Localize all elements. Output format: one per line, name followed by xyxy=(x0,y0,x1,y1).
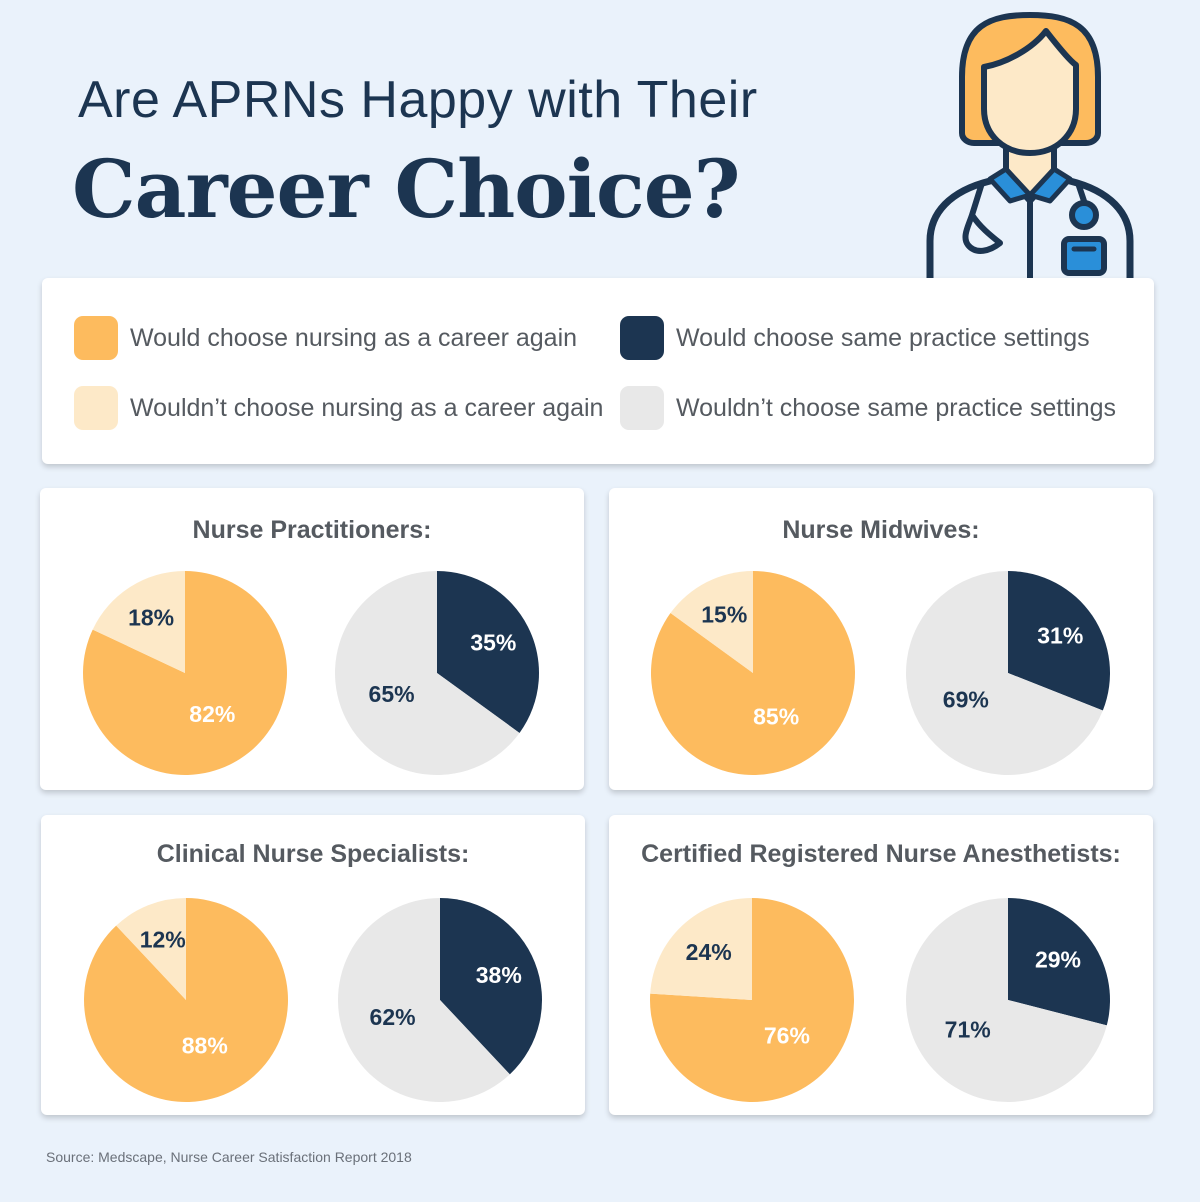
legend-swatch xyxy=(74,386,118,430)
pie-chart-practice-settings: 29% 71% xyxy=(906,898,1110,1102)
chart-card-clinical-nurse-specialists: Clinical Nurse Specialists: 88% 12% 38% 62… xyxy=(41,815,585,1115)
legend-label: Would choose nursing as a career again xyxy=(130,323,578,352)
nurse-with-stethoscope-icon xyxy=(926,11,1134,281)
pie-slice-wouldnt-nursing xyxy=(92,571,185,673)
pie-data-label: 38% xyxy=(476,962,522,988)
legend-swatch xyxy=(620,386,664,430)
legend-item-would-practice: Would choose same practice settings xyxy=(620,316,1090,360)
pie-data-label: 35% xyxy=(470,629,516,655)
pie-chart-practice-settings: 35% 65% xyxy=(335,571,539,775)
legend-item-wouldnt-practice: Wouldn’t choose same practice settings xyxy=(620,386,1116,430)
pie-slice-wouldnt-practice xyxy=(335,571,520,775)
pie-chart-practice-settings: 38% 62% xyxy=(338,898,542,1102)
pie-data-label: 18% xyxy=(128,605,174,631)
pie-slice-wouldnt-practice xyxy=(906,571,1103,775)
pie-slice-would-practice xyxy=(440,898,542,1075)
legend-label: Would choose same practice settings xyxy=(676,323,1090,352)
pie-data-label: 88% xyxy=(182,1032,228,1058)
legend-card: Would choose nursing as a career again W… xyxy=(42,278,1154,464)
pie-chart-nursing-career: 85% 15% xyxy=(651,571,855,775)
pie-chart-nursing-career: 88% 12% xyxy=(84,898,288,1102)
pie-data-label: 15% xyxy=(701,602,747,628)
legend-label: Wouldn’t choose nursing as a career agai… xyxy=(130,393,604,422)
pie-data-label: 85% xyxy=(753,704,799,730)
pie-slice-wouldnt-nursing xyxy=(116,898,186,1000)
pie-slice-wouldnt-practice xyxy=(906,898,1107,1102)
pie-data-label: 76% xyxy=(764,1022,810,1048)
source-note: Source: Medscape, Nurse Career Satisfact… xyxy=(46,1149,412,1165)
pie-slice-wouldnt-nursing xyxy=(670,571,753,673)
pie-data-label: 65% xyxy=(369,681,415,707)
pie-data-label: 31% xyxy=(1037,623,1083,649)
legend-label: Wouldn’t choose same practice settings xyxy=(676,393,1117,422)
chart-card-crna: Certified Registered Nurse Anesthetists:… xyxy=(609,815,1153,1115)
pie-chart-nursing-career: 82% 18% xyxy=(83,571,287,775)
pie-chart-nursing-career: 76% 24% xyxy=(650,898,854,1102)
chart-card-nurse-midwives: Nurse Midwives: 85% 15% 31% 69% xyxy=(609,488,1153,790)
legend-item-wouldnt-nursing: Wouldn’t choose nursing as a career agai… xyxy=(74,386,603,430)
chart-title: Nurse Practitioners: xyxy=(192,516,432,544)
pie-data-label: 82% xyxy=(189,701,235,727)
pie-slice-wouldnt-practice xyxy=(338,898,510,1102)
pie-slice-wouldnt-nursing xyxy=(650,898,752,1000)
title-line-2: Career Choice? xyxy=(72,142,741,236)
pie-data-label: 29% xyxy=(1035,946,1081,972)
pie-slice-would-practice xyxy=(437,571,539,733)
pie-data-label: 71% xyxy=(945,1016,991,1042)
pie-chart-practice-settings: 31% 69% xyxy=(906,571,1110,775)
pie-slice-would-practice xyxy=(1008,571,1110,711)
chart-card-nurse-practitioners: Nurse Practitioners: 82% 18% 35% 65% xyxy=(40,488,584,790)
pie-data-label: 12% xyxy=(140,926,186,952)
pie-slice-would-practice xyxy=(1008,898,1110,1026)
legend-swatch xyxy=(620,316,664,360)
chart-title: Clinical Nurse Specialists: xyxy=(156,840,470,868)
legend-swatch xyxy=(74,316,118,360)
title-line-1: Are APRNs Happy with Their xyxy=(78,71,758,129)
chart-title: Certified Registered Nurse Anesthetists: xyxy=(641,840,1121,868)
pie-data-label: 62% xyxy=(370,1004,416,1030)
pie-data-label: 69% xyxy=(943,687,989,713)
pie-data-label: 24% xyxy=(686,939,732,965)
chart-title: Nurse Midwives: xyxy=(782,516,980,544)
legend-item-would-nursing: Would choose nursing as a career again xyxy=(74,316,577,360)
